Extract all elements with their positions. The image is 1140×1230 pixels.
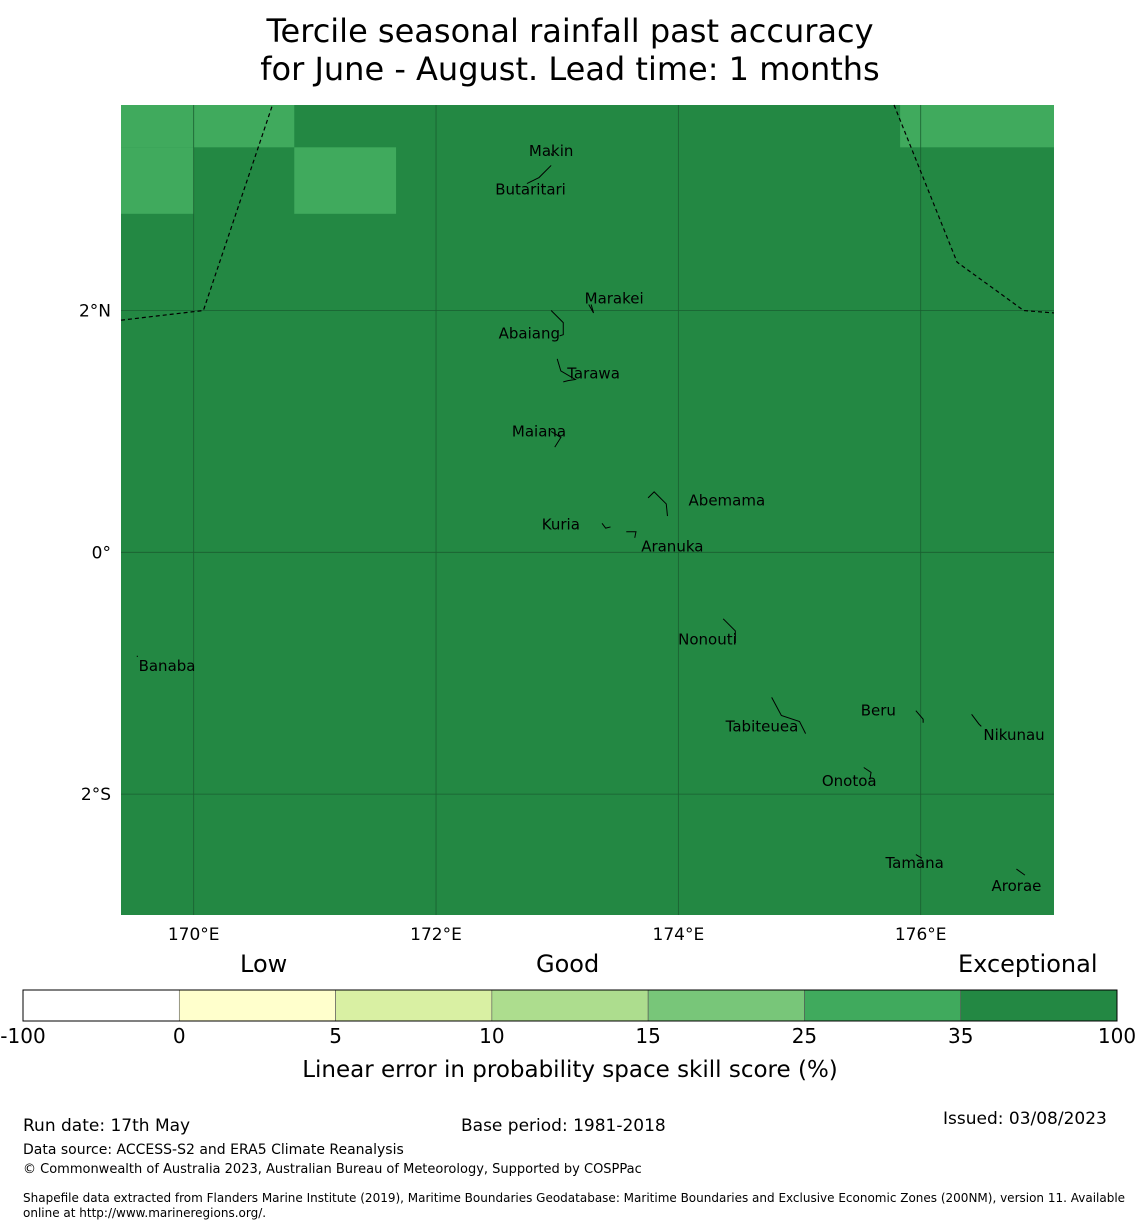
title-line-1: Tercile seasonal rainfall past accuracy <box>266 12 874 50</box>
island-label-nonouti: Nonouti <box>678 630 737 648</box>
title-line-2: for June - August. Lead time: 1 months <box>260 50 880 88</box>
skill-cell-1 <box>121 105 194 148</box>
skill-cell-5 <box>900 105 1054 148</box>
skill-cell-4 <box>294 147 397 214</box>
island-outline-makin <box>550 153 553 157</box>
island-outline-butaritari <box>526 165 552 185</box>
colorbar-bin <box>960 989 1118 1022</box>
run-date: Run date: 17th May <box>23 1116 191 1136</box>
skill-field-base <box>121 105 1054 915</box>
island-label-aranuka: Aranuka <box>641 537 703 555</box>
category-exceptional: Exceptional <box>958 950 1098 978</box>
skill-cell-2 <box>193 105 295 148</box>
island-outline-abaiang <box>550 310 564 337</box>
island-label-kuria: Kuria <box>542 516 580 534</box>
island-outline-kuria <box>601 522 611 529</box>
lon-tick-label: 170°E <box>168 925 220 945</box>
island-outline-tabiteuea <box>771 697 807 734</box>
island-label-makin: Makin <box>529 142 574 160</box>
island-label-nikunau: Nikunau <box>983 726 1044 744</box>
colorbar-label: Linear error in probability space skill … <box>302 1057 838 1083</box>
island-outline-beru <box>915 710 924 723</box>
copyright-notice: © Commonwealth of Australia 2023, Austra… <box>23 1162 642 1177</box>
colorbar-bin <box>22 989 180 1022</box>
colorbar-tick-label: 25 <box>792 1024 817 1048</box>
island-outline-tamana <box>915 854 923 859</box>
category-low: Low <box>240 950 288 978</box>
eez-boundary-east <box>893 104 1055 314</box>
lon-tick-label: 172°E <box>410 925 462 945</box>
island-label-tarawa: Tarawa <box>566 364 620 382</box>
colorbar-tick-label: 0 <box>173 1024 186 1048</box>
island-label-butaritari: Butaritari <box>495 181 566 199</box>
colorbar-tick-label: 15 <box>635 1024 660 1048</box>
island-outline-nonouti <box>722 618 736 643</box>
eez-boundary-west <box>120 104 274 321</box>
issued-date: Issued: 03/08/2023 <box>943 1109 1107 1129</box>
colorbar-bin <box>804 989 962 1022</box>
colorbar-bin <box>491 989 649 1022</box>
island-outline-marakei <box>588 304 595 314</box>
lat-tick-label: 0° <box>92 543 111 563</box>
shapefile-credit-line-2: online at http://www.marineregions.org/. <box>23 1206 267 1220</box>
colorbar-tick-label: 100 <box>1098 1024 1136 1048</box>
colorbar-tick-label: 10 <box>479 1024 504 1048</box>
island-label-banaba: Banaba <box>139 657 196 675</box>
island-outline-nikunau <box>971 714 982 727</box>
colorbar-bin <box>178 989 336 1022</box>
island-label-tabiteuea: Tabiteuea <box>725 717 799 735</box>
island-label-beru: Beru <box>861 702 896 720</box>
lon-tick-label: 176°E <box>895 925 947 945</box>
category-good: Good <box>536 950 600 978</box>
colorbar-tick-label: 5 <box>329 1024 342 1048</box>
colorbar-bin <box>647 989 805 1022</box>
data-source: Data source: ACCESS-S2 and ERA5 Climate … <box>23 1142 404 1158</box>
island-label-abemama: Abemama <box>689 491 766 509</box>
colorbar-tick-label: -100 <box>0 1024 45 1048</box>
island-outline-arorae <box>1016 868 1026 876</box>
island-outline-onotoa <box>863 767 872 780</box>
skill-cell-3 <box>121 147 194 214</box>
lon-tick-label: 174°E <box>653 925 705 945</box>
lat-tick-label: 2°N <box>79 302 111 322</box>
lat-tick-label: 2°S <box>81 785 111 805</box>
colorbar-frame <box>22 989 1118 1022</box>
colorbar-bin <box>335 989 493 1022</box>
island-label-tamana: Tamana <box>884 854 943 872</box>
colorbar-tick-label: 35 <box>948 1024 973 1048</box>
island-outline-abemama <box>647 491 668 517</box>
island-outline-tarawa <box>556 358 577 383</box>
island-label-marakei: Marakei <box>585 289 644 307</box>
island-label-abaiang: Abaiang <box>499 324 560 342</box>
island-label-maiana: Maiana <box>512 422 566 440</box>
base-period: Base period: 1981-2018 <box>461 1116 666 1136</box>
island-outline-aranuka <box>626 531 637 538</box>
island-label-arorae: Arorae <box>992 877 1042 895</box>
shapefile-credit-line-1: Shapefile data extracted from Flanders M… <box>23 1191 1126 1205</box>
island-label-onotoa: Onotoa <box>822 772 877 790</box>
forecast-skill-map: 170°E 172°E 174°E 176°E 2°N 0° 2°S Makin Butarit… <box>0 104 1136 1083</box>
island-outline-maiana <box>550 430 562 448</box>
